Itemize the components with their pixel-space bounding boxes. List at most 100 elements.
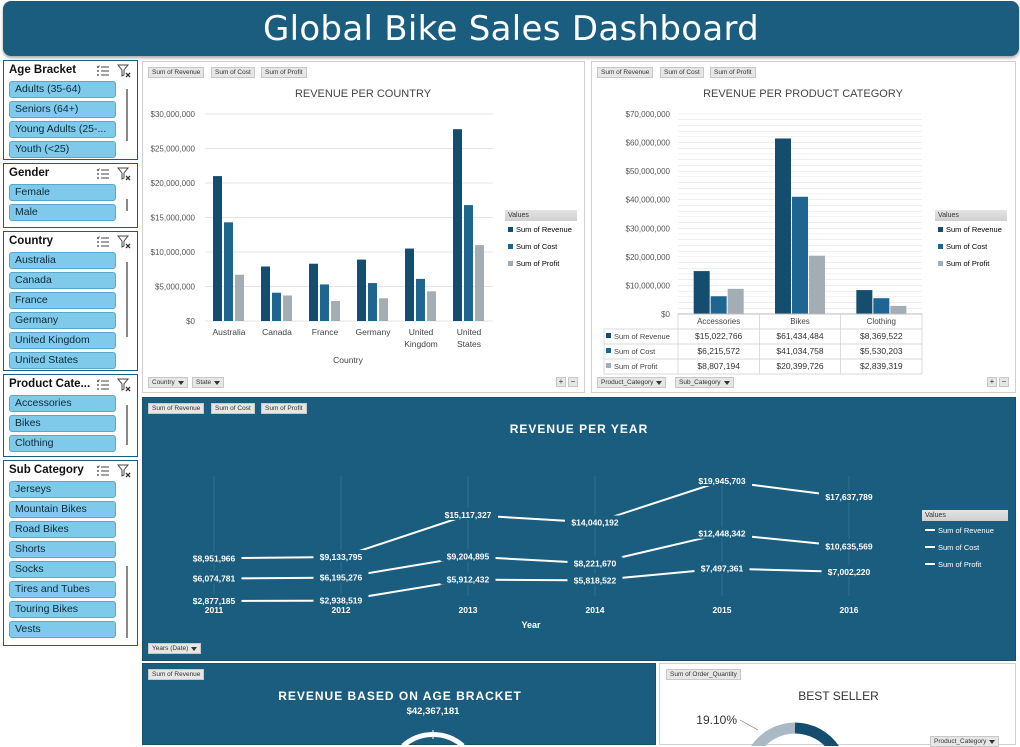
collapse-button[interactable]: −: [568, 377, 578, 387]
slicer-title: Gender: [9, 167, 50, 179]
bar-sum-of-cost-germany: [368, 283, 377, 321]
slicer-item-tires-and-tubes[interactable]: Tires and Tubes: [9, 581, 116, 598]
slicer-item-mountain-bikes[interactable]: Mountain Bikes: [9, 501, 116, 518]
slicer-scrollbar[interactable]: [126, 199, 128, 211]
field-sum-of-cost[interactable]: Sum of Cost: [211, 403, 255, 414]
table-cell: $8,369,522: [860, 331, 903, 341]
multi-select-icon[interactable]: [96, 378, 110, 392]
slicer-item-seniors-64[interactable]: Seniors (64+): [9, 101, 116, 118]
x-axis-label: Country: [333, 355, 364, 365]
slicer-item-female[interactable]: Female: [9, 184, 116, 201]
slicer-scrollbar[interactable]: [126, 89, 128, 141]
y-tick-label: $30,000,000: [151, 110, 196, 119]
slicer-item-australia[interactable]: Australia: [9, 252, 116, 269]
expand-button[interactable]: +: [556, 377, 566, 387]
field-sum-of-revenue[interactable]: Sum of Revenue: [148, 669, 205, 680]
slicer-scrollbar[interactable]: [126, 566, 128, 638]
clear-filter-icon[interactable]: [116, 167, 131, 181]
slicer-item-france[interactable]: France: [9, 292, 116, 309]
slicer-item-adults-35-64[interactable]: Adults (35-64): [9, 81, 116, 98]
field-sum-of-revenue[interactable]: Sum of Revenue: [597, 67, 654, 78]
sub-category-filter-dropdown[interactable]: Sub_Category: [675, 377, 734, 388]
clear-filter-icon[interactable]: [116, 378, 131, 392]
table-header-clothing: Clothing: [867, 317, 896, 326]
data-label-bg: [567, 556, 623, 569]
field-sum-of-revenue[interactable]: Sum of Revenue: [148, 67, 205, 78]
country-filter-dropdown[interactable]: Country: [148, 377, 188, 388]
slicer-item-touring-bikes[interactable]: Touring Bikes: [9, 601, 116, 618]
data-label-bg: [818, 539, 880, 552]
field-sum-of-profit[interactable]: Sum of Profit: [710, 67, 756, 78]
table-row-label: Sum of Profit: [614, 362, 658, 371]
data-label-bg: [694, 561, 750, 574]
bar-sum-of-cost-accessories: [710, 296, 727, 314]
field-sum-of-cost[interactable]: Sum of Cost: [211, 67, 255, 78]
slicer-item-united-kingdom[interactable]: United Kingdom: [9, 332, 116, 349]
multi-select-icon[interactable]: [96, 64, 110, 78]
bar-sum-of-profit-bikes: [809, 255, 825, 314]
slicer-item-young-adults-25[interactable]: Young Adults (25-...: [9, 121, 116, 138]
field-sum-of-cost[interactable]: Sum of Cost: [660, 67, 704, 78]
best-seller-panel: Sum of Order_Quantity BEST SELLER 19.10%…: [659, 663, 1016, 747]
table-cell: $41,034,758: [776, 346, 824, 356]
field-sum-of-profit[interactable]: Sum of Profit: [261, 403, 307, 414]
slicer-item-united-states[interactable]: United States: [9, 352, 116, 369]
clear-filter-icon[interactable]: [116, 464, 131, 478]
data-label: $9,204,895: [447, 552, 490, 562]
slicer-item-accessories[interactable]: Accessories: [9, 395, 116, 412]
field-sum-of-profit[interactable]: Sum of Profit: [261, 67, 307, 78]
bar-sum-of-profit-germany: [379, 298, 388, 321]
slicer-title: Age Bracket: [9, 64, 77, 76]
state-filter-dropdown[interactable]: State: [192, 377, 225, 388]
revenue-per-category-panel: Sum of Revenue Sum of Cost Sum of Profit…: [591, 61, 1016, 393]
x-tick-label: 2016: [840, 605, 859, 615]
multi-select-icon[interactable]: [96, 167, 110, 181]
data-label: $8,221,670: [574, 558, 617, 568]
slicer-item-socks[interactable]: Socks: [9, 561, 116, 578]
data-label-bg: [440, 572, 496, 585]
multi-select-icon[interactable]: [96, 235, 110, 249]
data-label: $17,637,789: [825, 492, 873, 502]
table-header-accessories: Accessories: [697, 317, 740, 326]
slicer-item-youth-25[interactable]: Youth (<25): [9, 141, 116, 158]
expand-button[interactable]: +: [987, 377, 997, 387]
clear-filter-icon[interactable]: [116, 235, 131, 249]
collapse-button[interactable]: −: [999, 377, 1009, 387]
bar-sum-of-cost-united-states: [464, 205, 473, 321]
table-cell: $5,530,203: [860, 346, 903, 356]
slicer-scrollbar[interactable]: [126, 262, 128, 337]
slicer-scrollbar[interactable]: [126, 405, 128, 445]
data-label: $8,951,966: [193, 553, 236, 563]
multi-select-icon[interactable]: [96, 464, 110, 478]
bar-sum-of-revenue-accessories: [693, 271, 710, 314]
legend-profit: Sum of Profit: [925, 560, 981, 569]
bar-sum-of-revenue-canada: [261, 266, 270, 321]
data-label-bg: [437, 507, 499, 520]
slicer-items: Jerseys Mountain Bikes Road Bikes Shorts Soc…: [9, 481, 116, 641]
field-sum-of-revenue[interactable]: Sum of Revenue: [148, 403, 205, 414]
chart-title: REVENUE PER PRODUCT CATEGORY: [703, 88, 904, 100]
slicer-item-male[interactable]: Male: [9, 204, 116, 221]
slicer-item-canada[interactable]: Canada: [9, 272, 116, 289]
chart-title: REVENUE PER YEAR: [510, 422, 648, 436]
slicer-item-jerseys[interactable]: Jerseys: [9, 481, 116, 498]
clear-filter-icon[interactable]: [116, 64, 131, 78]
y-tick-label: $30,000,000: [626, 224, 671, 233]
x-tick-label: Australia: [212, 327, 245, 337]
slicer-item-vests[interactable]: Vests: [9, 621, 116, 638]
slicer-title: Product Cate...: [9, 378, 91, 390]
field-sum-of-order-quantity[interactable]: Sum of Order_Quantity: [666, 669, 741, 680]
revenue-per-year-chart: REVENUE PER YEAR 2011 2012 2013 2014 2015 2016…: [186, 422, 880, 630]
slicer-item-bikes[interactable]: Bikes: [9, 415, 116, 432]
slicer-item-road-bikes[interactable]: Road Bikes: [9, 521, 116, 538]
data-label-bg: [564, 515, 626, 528]
data-label-bg: [313, 570, 369, 583]
slicer-item-clothing[interactable]: Clothing: [9, 435, 116, 452]
bar-sum-of-revenue-france: [309, 263, 318, 321]
data-label-bg: [691, 526, 753, 539]
years-filter-dropdown[interactable]: Years (Date): [148, 643, 202, 654]
slicer-item-germany[interactable]: Germany: [9, 312, 116, 329]
x-tick-label: Kingdom: [404, 339, 438, 349]
product-category-filter-dropdown[interactable]: Product_Category: [597, 377, 667, 388]
slicer-item-shorts[interactable]: Shorts: [9, 541, 116, 558]
